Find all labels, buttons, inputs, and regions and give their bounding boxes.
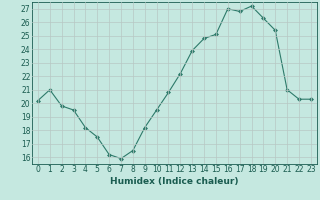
- X-axis label: Humidex (Indice chaleur): Humidex (Indice chaleur): [110, 177, 239, 186]
